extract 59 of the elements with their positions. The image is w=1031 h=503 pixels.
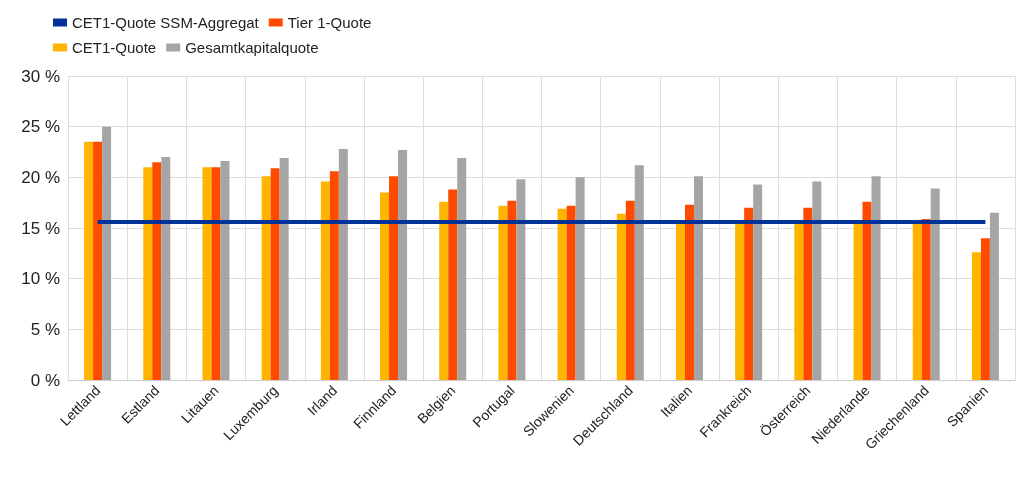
bar — [625, 200, 635, 380]
y-tick-label: 15 % — [21, 218, 60, 238]
bar — [634, 165, 644, 380]
bar — [161, 157, 171, 380]
legend-label: Tier 1-Quote — [287, 14, 372, 31]
bar — [439, 201, 449, 380]
bar — [862, 201, 872, 380]
bar — [735, 222, 745, 380]
bar — [989, 212, 999, 380]
y-tick-label: 25 % — [21, 117, 60, 137]
bar — [398, 149, 408, 380]
y-tick-label: 0 % — [30, 370, 60, 390]
legend-label: CET1-Quote — [72, 39, 157, 56]
bar — [853, 222, 863, 380]
bar — [380, 192, 390, 380]
bar — [329, 171, 339, 380]
bar — [871, 176, 881, 380]
bar — [675, 222, 685, 380]
bar — [693, 176, 703, 380]
bar — [684, 204, 694, 380]
bar — [744, 207, 754, 380]
y-tick-label: 10 % — [21, 269, 60, 289]
bar — [320, 181, 330, 380]
bar — [457, 158, 467, 380]
bar — [575, 177, 585, 380]
bar — [794, 222, 804, 380]
y-tick-label: 5 % — [30, 319, 60, 339]
bar — [753, 184, 763, 380]
bar — [102, 126, 112, 380]
bar — [338, 148, 348, 380]
bar — [507, 200, 517, 380]
bar — [516, 179, 526, 380]
bar — [803, 207, 813, 380]
bar — [261, 176, 271, 380]
bar — [930, 188, 940, 380]
bar — [93, 141, 103, 380]
bar — [557, 208, 567, 380]
bar — [616, 213, 626, 380]
bar — [448, 189, 458, 380]
bar — [566, 205, 576, 380]
bar — [143, 167, 153, 380]
bar — [921, 218, 931, 380]
bar — [270, 168, 280, 380]
bar — [84, 141, 94, 380]
bar — [812, 181, 822, 380]
bar — [202, 167, 212, 380]
y-tick-label: 30 % — [21, 66, 60, 86]
bar — [980, 238, 990, 380]
bar — [220, 161, 230, 380]
bar — [279, 158, 289, 380]
bar — [152, 162, 162, 380]
y-tick-label: 20 % — [21, 167, 60, 187]
bar — [389, 176, 399, 380]
bar — [912, 222, 922, 380]
legend-label: CET1-Quote SSM-Aggregat — [72, 14, 260, 31]
legend-label: Gesamtkapitalquote — [185, 39, 319, 56]
bar — [211, 167, 221, 380]
bar — [971, 252, 981, 380]
bar — [498, 205, 508, 380]
